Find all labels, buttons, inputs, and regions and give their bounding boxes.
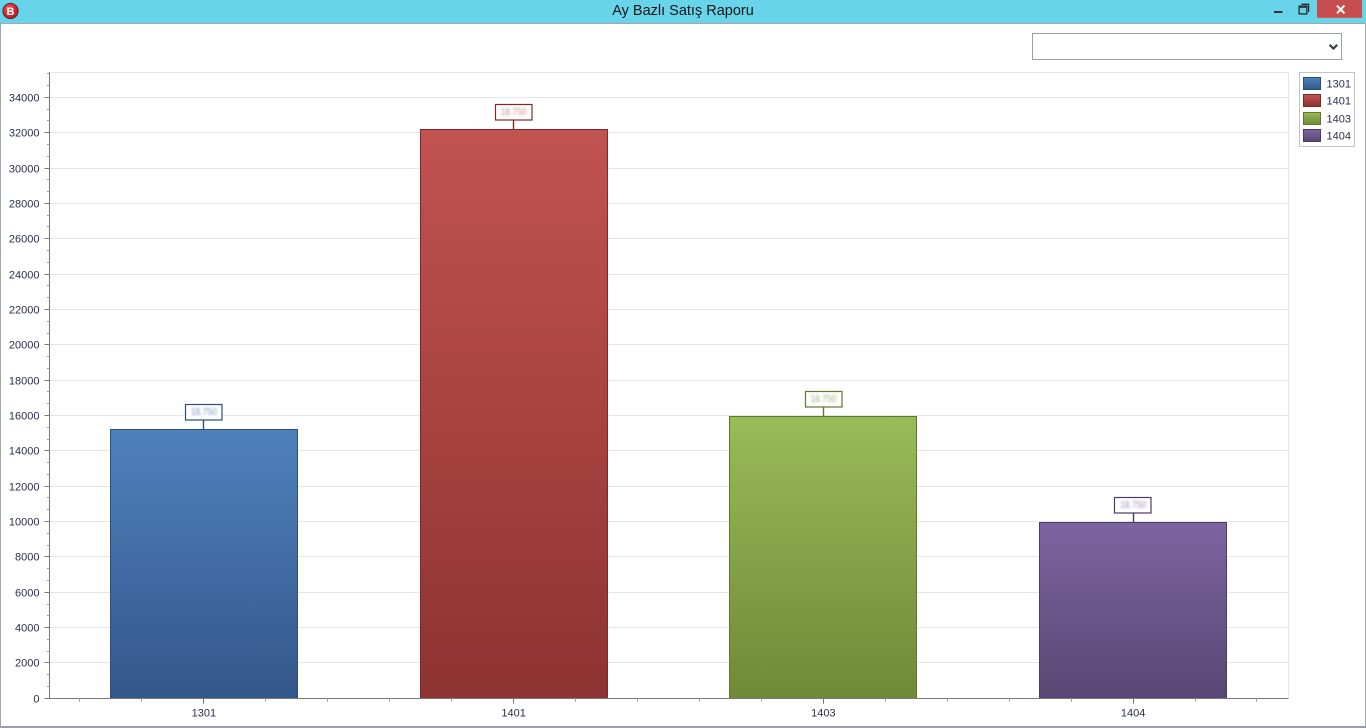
svg-text:1401: 1401 [501,708,525,720]
svg-text:32000: 32000 [9,127,40,139]
svg-text:20000: 20000 [9,339,40,351]
svg-text:18.750: 18.750 [810,393,836,405]
svg-text:1403: 1403 [811,708,835,720]
svg-text:22000: 22000 [9,304,40,316]
svg-text:10000: 10000 [9,516,40,528]
svg-text:2000: 2000 [15,657,39,669]
svg-text:1301: 1301 [1327,79,1351,91]
svg-text:1404: 1404 [1327,131,1351,143]
svg-text:12000: 12000 [9,481,40,493]
svg-text:18.750: 18.750 [501,106,527,118]
svg-text:8000: 8000 [15,551,39,563]
svg-text:1401: 1401 [1327,96,1351,108]
svg-text:34000: 34000 [9,92,40,104]
svg-text:6000: 6000 [15,587,39,599]
svg-text:18000: 18000 [9,375,40,387]
svg-text:28000: 28000 [9,198,40,210]
svg-text:1403: 1403 [1327,114,1351,126]
svg-text:30000: 30000 [9,163,40,175]
svg-text:18.750: 18.750 [191,406,217,418]
svg-text:B: B [7,6,15,18]
svg-text:0: 0 [33,693,39,705]
svg-text:1404: 1404 [1121,708,1145,720]
svg-text:4000: 4000 [15,622,39,634]
svg-text:18.750: 18.750 [1120,499,1146,511]
svg-text:24000: 24000 [9,269,40,281]
svg-text:16000: 16000 [9,410,40,422]
svg-text:1301: 1301 [192,708,216,720]
svg-text:14000: 14000 [9,445,40,457]
svg-text:26000: 26000 [9,233,40,245]
